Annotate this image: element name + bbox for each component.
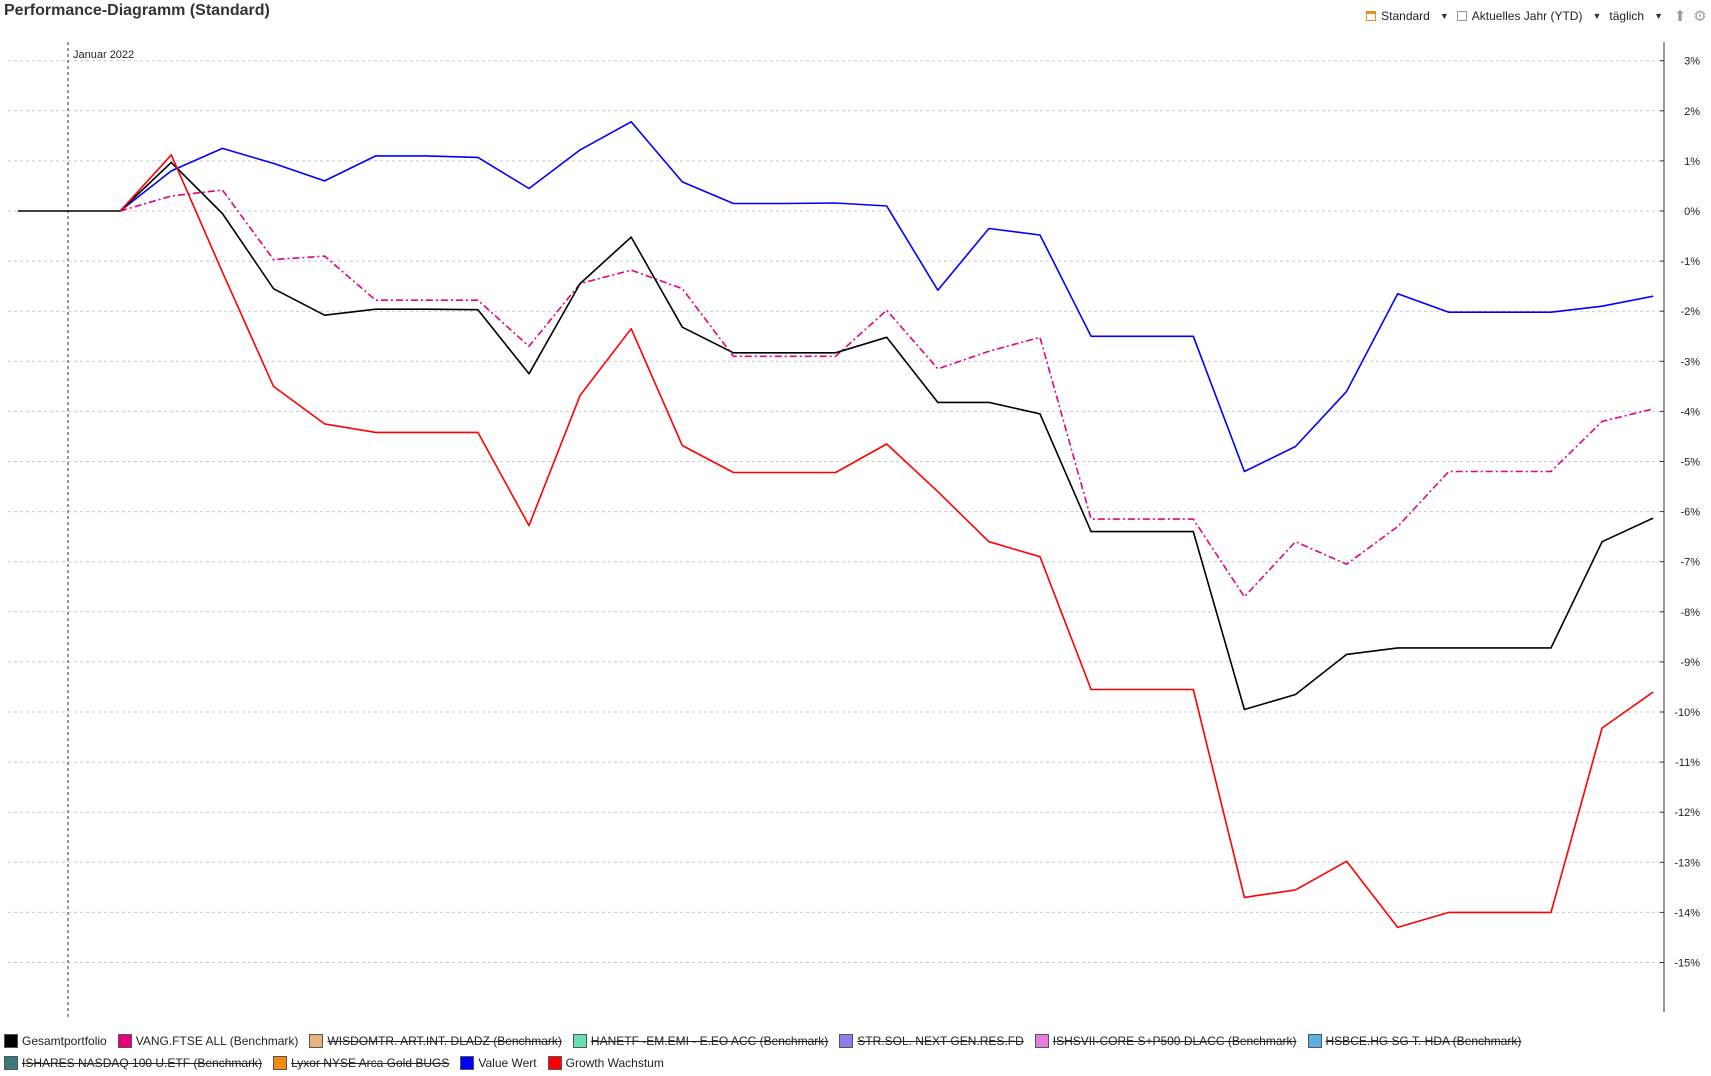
legend-label: ISHSVII-CORE S+P500 DLACC (Benchmark) [1052, 1034, 1297, 1048]
interval-selector[interactable]: täglich ▼ [1609, 9, 1663, 23]
chevron-down-icon: ▼ [1439, 11, 1449, 21]
legend-swatch [4, 1056, 18, 1070]
interval-selector-label: täglich [1609, 9, 1645, 23]
chart-title: Performance-Diagramm (Standard) [4, 2, 270, 19]
gear-icon[interactable]: ⚙ [1693, 8, 1707, 25]
y-tick-label: -12% [1674, 807, 1700, 819]
legend-label: HANETF -EM.EMI - E.EO ACC (Benchmark) [590, 1034, 829, 1048]
y-tick-label: -11% [1675, 757, 1700, 769]
legend-item[interactable]: HSBCE.HG SG T. HDA (Benchmark) [1307, 1034, 1522, 1048]
chart-toolbar: Standard ▼ Aktuelles Jahr (YTD) ▼ täglic… [1366, 6, 1711, 26]
legend: Gesamtportfolio VANG.FTSE ALL (Benchmark)… [4, 1030, 1564, 1074]
legend-swatch [547, 1056, 562, 1070]
series-line-value-wert [119, 121, 1654, 473]
legend-label: STR.SOL. NEXT GEN.RES.FD [857, 1034, 1024, 1048]
y-tick-label: -1% [1680, 256, 1700, 268]
legend-swatch [572, 1034, 587, 1048]
chevron-down-icon: ▼ [1592, 11, 1602, 21]
legend-swatch [273, 1056, 288, 1070]
legend-label: Lyxor NYSE Arca Gold BUGS [291, 1056, 450, 1070]
legend-item[interactable]: Growth Wachstum [547, 1056, 664, 1070]
legend-item[interactable]: ISHSVII-CORE S+P500 DLACC (Benchmark) [1034, 1034, 1297, 1048]
chevron-down-icon: ▼ [1654, 11, 1663, 21]
legend-swatch [4, 1034, 18, 1048]
y-tick-label: -5% [1680, 457, 1700, 469]
legend-swatch [460, 1056, 475, 1070]
period-selector-label: Aktuelles Jahr (YTD) [1471, 9, 1583, 23]
legend-item[interactable]: Value Wert [460, 1056, 537, 1070]
legend-label: VANG.FTSE ALL (Benchmark) [135, 1034, 299, 1048]
legend-swatch [839, 1034, 854, 1048]
y-tick-label: 2% [1684, 106, 1700, 118]
legend-row: ISHARES NASDAQ 100 U.ETF (Benchmark) Lyxo… [4, 1052, 1564, 1074]
y-tick-label: -6% [1680, 507, 1700, 519]
calendar-icon [1456, 11, 1467, 21]
y-tick-label: -4% [1680, 406, 1700, 418]
y-tick-label: -14% [1674, 907, 1700, 919]
legend-label: HSBCE.HG SG T. HDA (Benchmark) [1325, 1034, 1522, 1048]
legend-label: Growth Wachstum [565, 1056, 664, 1070]
legend-item[interactable]: VANG.FTSE ALL (Benchmark) [117, 1034, 299, 1048]
period-start-label: Januar 2022 [73, 49, 134, 61]
legend-item[interactable]: WISDOMTR. ART.INT. DLADZ (Benchmark) [309, 1034, 562, 1048]
legend-label: WISDOMTR. ART.INT. DLADZ (Benchmark) [327, 1034, 562, 1048]
legend-label: ISHARES NASDAQ 100 U.ETF (Benchmark) [22, 1056, 263, 1070]
y-tick-label: -2% [1680, 306, 1700, 318]
period-selector[interactable]: Aktuelles Jahr (YTD) ▼ [1456, 9, 1602, 23]
y-tick-label: -13% [1674, 857, 1700, 869]
view-selector-label: Standard [1381, 9, 1430, 23]
view-selector[interactable]: Standard ▼ [1366, 9, 1449, 23]
legend-swatch [1307, 1034, 1322, 1048]
chart-view-icon [1366, 11, 1377, 21]
legend-label: Value Wert [478, 1056, 537, 1070]
legend-item[interactable]: Gesamtportfolio [4, 1034, 107, 1048]
y-tick-label: -9% [1680, 657, 1700, 669]
legend-item[interactable]: STR.SOL. NEXT GEN.RES.FD [839, 1034, 1024, 1048]
legend-row: Gesamtportfolio VANG.FTSE ALL (Benchmark)… [4, 1030, 1564, 1052]
export-icon[interactable]: ⬆ [1673, 8, 1687, 25]
series-line-vang-ftse-all-benchmark [119, 189, 1654, 598]
legend-item[interactable]: HANETF -EM.EMI - E.EO ACC (Benchmark) [572, 1034, 829, 1048]
y-tick-label: 3% [1684, 56, 1700, 68]
legend-label: Gesamtportfolio [22, 1034, 107, 1048]
series-line-growth-wachstum [119, 154, 1654, 929]
legend-item[interactable]: Lyxor NYSE Arca Gold BUGS [273, 1056, 449, 1070]
performance-chart: 3% 2% 1% 0% -1% -2% -3% -4% -5% -6% -7% -8% -9% -10% -… [8, 42, 1700, 1018]
y-tick-label: -3% [1680, 356, 1700, 368]
y-tick-label: -15% [1674, 958, 1700, 970]
legend-swatch [309, 1034, 324, 1048]
series-line-gesamtportfolio [18, 161, 1654, 711]
y-tick-label: 1% [1684, 156, 1700, 168]
legend-swatch [117, 1034, 132, 1048]
y-tick-label: -8% [1680, 607, 1700, 619]
y-tick-label: -10% [1674, 707, 1700, 719]
legend-item[interactable]: ISHARES NASDAQ 100 U.ETF (Benchmark) [4, 1056, 262, 1070]
y-tick-label: -7% [1680, 557, 1700, 569]
legend-swatch [1034, 1034, 1049, 1048]
y-tick-label: 0% [1684, 206, 1700, 218]
